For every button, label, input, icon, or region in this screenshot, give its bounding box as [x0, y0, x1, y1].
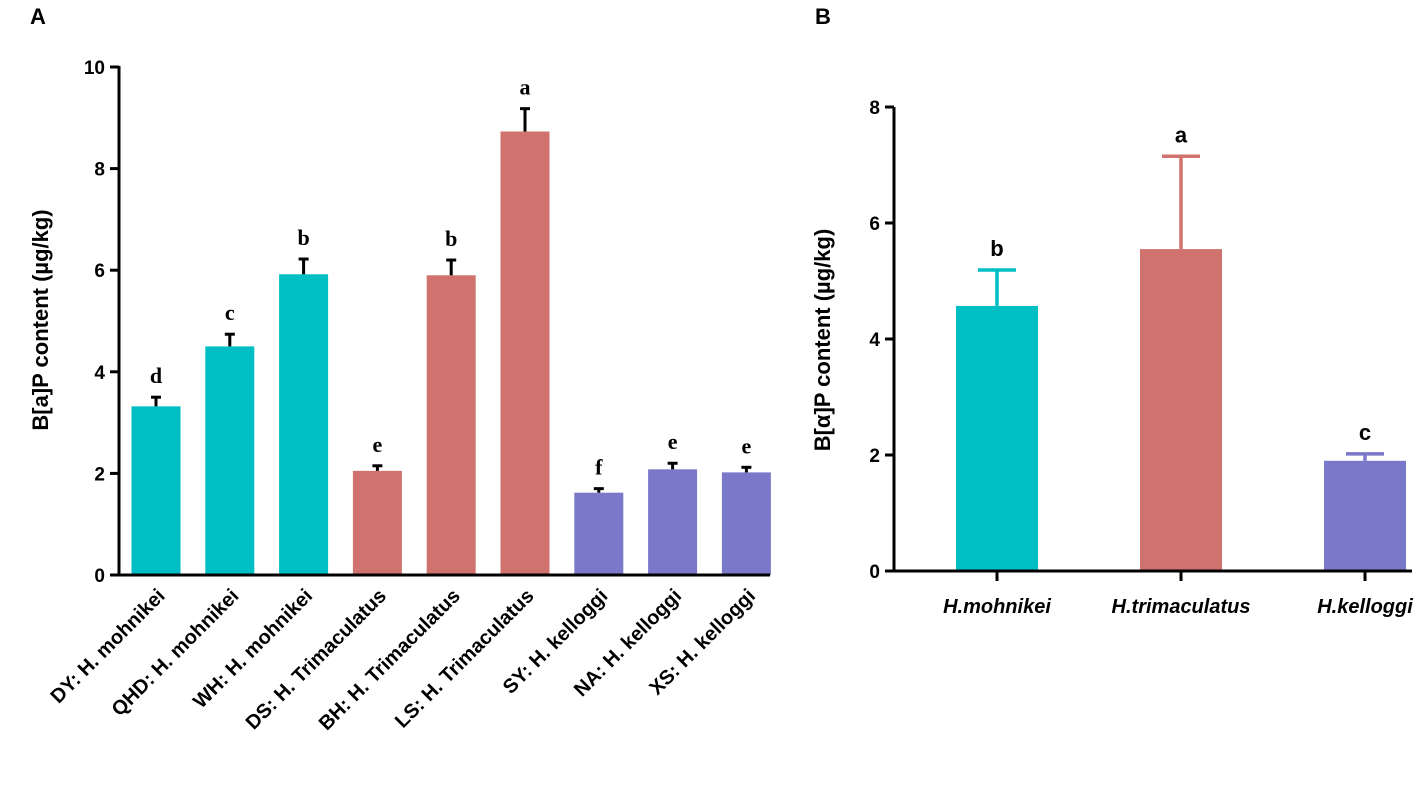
b-sig-letter: a	[1175, 122, 1188, 147]
panel-a: A B[a]P content (µg/kg) 0 2 4 6 8 10 d c b e b a f e…	[28, 4, 771, 735]
panel-a-y-axis-title: B[a]P content (µg/kg)	[28, 209, 53, 430]
b-y-tick-label: 4	[869, 330, 880, 351]
a-y-tick-label: 0	[94, 566, 105, 587]
b-sig-letter: b	[990, 236, 1003, 261]
a-bar	[352, 470, 402, 575]
a-category-label: LS: H. Trimaculatus	[391, 585, 539, 733]
a-y-tick-label: 4	[94, 363, 105, 384]
panel-b: B B[α]P content (µg/kg) 0 2 4 6 8 b a c H.mohn…	[810, 4, 1413, 618]
panel-b-significance-letters: b a c	[990, 122, 1371, 445]
a-sig-letter: b	[445, 226, 457, 251]
panel-b-label: B	[815, 4, 831, 29]
a-y-tick-label: 6	[94, 261, 105, 282]
b-bar	[956, 305, 1038, 571]
b-category-label: H.trimaculatus	[1112, 596, 1251, 618]
a-sig-letter: a	[520, 75, 531, 100]
panel-a-label: A	[30, 4, 46, 29]
b-category-label: H.mohnikei	[943, 596, 1051, 618]
a-y-tick-label: 8	[94, 160, 105, 181]
panel-a-y-ticks: 0 2 4 6 8 10	[84, 58, 119, 587]
a-bar	[574, 492, 624, 575]
a-sig-letter: d	[150, 363, 162, 388]
a-sig-letter: e	[373, 432, 383, 457]
panel-a-significance-letters: d c b e b a f e e	[150, 75, 752, 480]
b-y-tick-label: 8	[869, 98, 880, 119]
b-category-label: H.kelloggi	[1317, 596, 1413, 618]
panel-a-bars	[131, 131, 771, 576]
a-sig-letter: c	[225, 300, 235, 325]
a-category-label: BH: H. Trimaculatus	[315, 585, 465, 735]
panel-b-category-labels: H.mohnikei H.trimaculatus H.kelloggi	[943, 571, 1413, 618]
a-bar	[131, 406, 181, 575]
a-sig-letter: f	[595, 455, 603, 480]
b-y-tick-label: 6	[869, 214, 880, 235]
a-bar	[279, 274, 329, 575]
a-sig-letter: e	[668, 429, 678, 454]
a-sig-letter: e	[742, 433, 752, 458]
panel-b-y-ticks: 0 2 4 6 8	[869, 98, 894, 583]
a-category-label: DS: H. Trimaculatus	[242, 585, 391, 734]
panel-b-error-bars	[978, 154, 1384, 461]
b-y-tick-label: 2	[869, 446, 880, 467]
a-y-tick-label: 10	[84, 58, 105, 79]
b-y-tick-label: 0	[869, 562, 880, 583]
a-bar	[648, 469, 698, 575]
a-y-tick-label: 2	[94, 464, 105, 485]
panel-a-error-bars	[151, 107, 752, 493]
a-category-label: QHD: H. mohnikei	[108, 585, 244, 721]
a-bar	[426, 275, 476, 575]
a-bar	[205, 346, 255, 575]
a-bar	[721, 472, 771, 575]
a-bar	[500, 131, 550, 576]
b-sig-letter: c	[1359, 420, 1371, 445]
b-bar	[1324, 460, 1406, 571]
b-bar	[1140, 249, 1222, 571]
panel-b-bars	[956, 249, 1406, 571]
panel-b-y-axis-title: B[α]P content (µg/kg)	[810, 229, 835, 452]
a-sig-letter: b	[297, 225, 309, 250]
